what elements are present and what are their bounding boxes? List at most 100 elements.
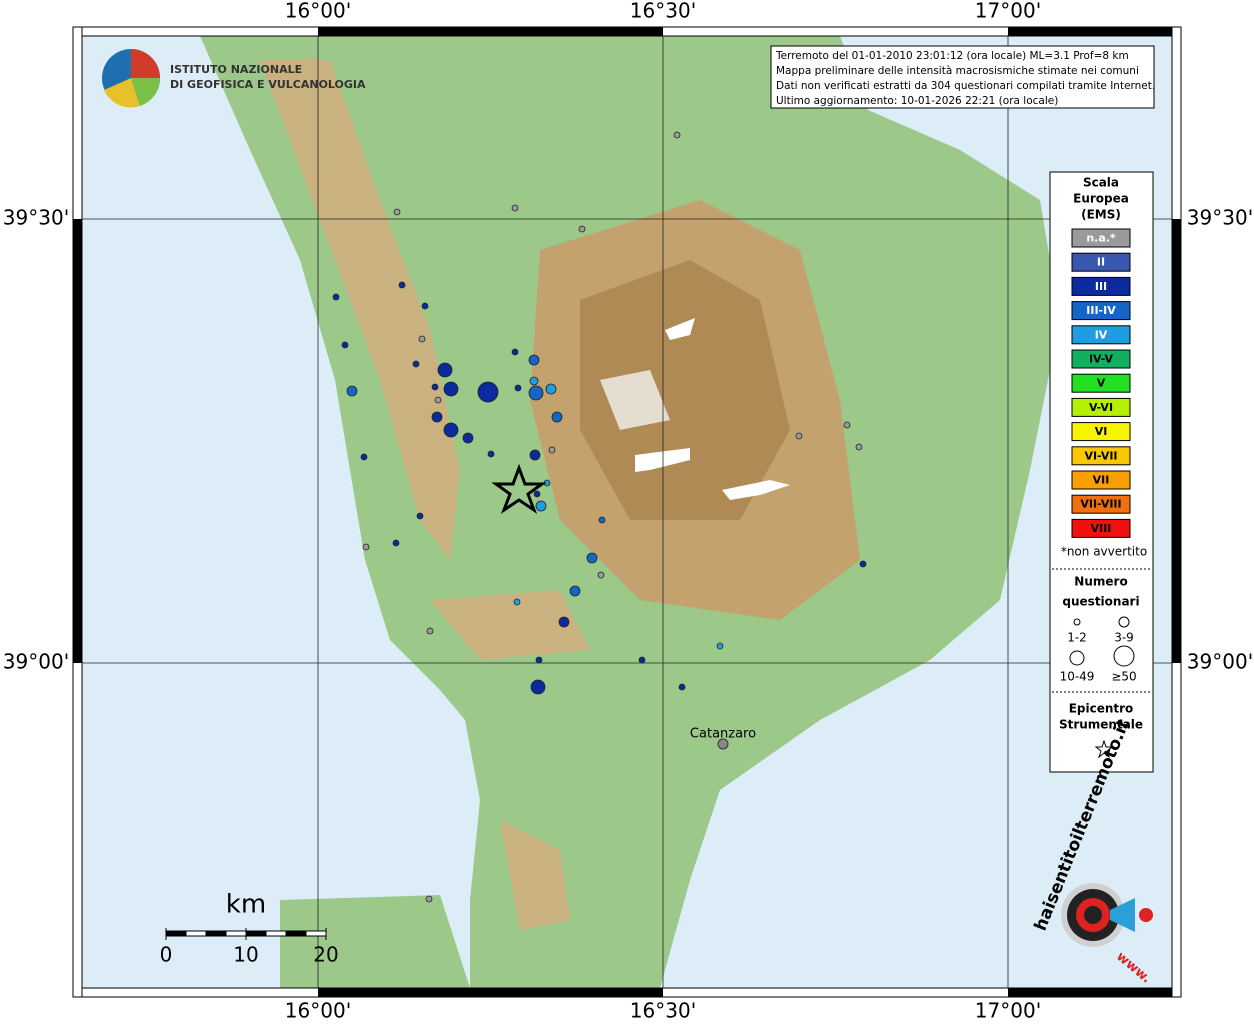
legend-swatch <box>1071 494 1131 514</box>
epicenter <box>491 463 547 514</box>
info-line: Ultimo aggiornamento: 10-01-2026 22:21 (… <box>776 95 1058 107</box>
legend-swatch <box>1071 301 1131 321</box>
city-marker <box>717 738 729 750</box>
graticule: 16°00' 16°00' 16°30' 16°30' 17°00' 17°00' 39°3… <box>3 0 1253 1023</box>
point <box>597 571 605 579</box>
ingv-logo: ISTITUTO NAZIONALE DI GEOFISICA E VULCAN… <box>102 49 366 108</box>
scale-bar: km 0 10 20 <box>160 890 339 967</box>
legend-label: IV-V <box>1089 353 1114 366</box>
legend-label: VII <box>1093 474 1110 487</box>
point <box>431 411 443 423</box>
point <box>431 383 439 391</box>
legend-label: n.a.* <box>1086 232 1116 245</box>
point <box>511 204 519 212</box>
point <box>545 383 557 395</box>
point <box>535 500 547 512</box>
city-label: Catanzaro <box>690 727 756 742</box>
point <box>416 512 424 520</box>
point <box>598 516 606 524</box>
point <box>638 656 646 664</box>
questionnaire-points <box>332 131 867 903</box>
point <box>346 385 358 397</box>
lon-label: 17°00' <box>975 999 1041 1023</box>
legend-label: II <box>1097 256 1105 269</box>
point <box>795 432 803 440</box>
legend-label: VII-VIII <box>1080 498 1121 511</box>
legend-label: VIII <box>1091 522 1112 535</box>
frame-seg <box>1172 219 1181 663</box>
point <box>511 348 519 356</box>
legend-swatch <box>1071 276 1131 296</box>
scale-segment <box>185 930 207 937</box>
point <box>859 560 867 568</box>
lon-label: 16°00' <box>285 999 351 1023</box>
point <box>678 683 686 691</box>
point <box>843 421 851 429</box>
point <box>558 616 570 628</box>
point <box>421 302 429 310</box>
point <box>332 293 340 301</box>
point <box>533 490 541 498</box>
lat-label: 39°00' <box>1187 650 1253 674</box>
count-label: ≥50 <box>1111 670 1136 684</box>
lon-label: 16°30' <box>630 999 696 1023</box>
point <box>529 376 539 386</box>
info-line: Dati non verificati estratti da 304 ques… <box>776 80 1155 92</box>
point <box>437 362 453 378</box>
legend-title: Europea <box>1073 192 1129 206</box>
point <box>426 627 434 635</box>
lon-label: 17°00' <box>975 0 1041 23</box>
legend-swatch <box>1071 422 1131 442</box>
legend-label: IV <box>1095 328 1108 341</box>
legend-swatch <box>1071 349 1131 369</box>
legend-note: *non avvertito <box>1061 545 1147 559</box>
legend-label: V-VI <box>1089 401 1113 414</box>
point <box>716 642 724 650</box>
point <box>341 341 349 349</box>
frame-seg <box>318 27 663 36</box>
legend-swatch <box>1071 397 1131 417</box>
point <box>673 131 681 139</box>
lon-label: 16°00' <box>285 0 351 23</box>
legend-swatch <box>1071 446 1131 466</box>
point <box>528 354 540 366</box>
info-box <box>770 45 1155 109</box>
legend-count-title: Numero <box>1074 575 1127 589</box>
legend-label: III-IV <box>1086 304 1116 317</box>
scale-segment <box>265 930 287 937</box>
point <box>569 585 581 597</box>
info-line: Terremoto del 01-01-2010 23:01:12 (ora l… <box>775 50 1129 62</box>
lon-label: 16°30' <box>630 0 696 23</box>
frame-seg <box>318 988 663 997</box>
point <box>434 396 442 404</box>
legend-title: (EMS) <box>1081 208 1121 222</box>
terrain <box>200 36 1060 988</box>
point <box>855 443 863 451</box>
scale-unit: km <box>226 890 266 920</box>
legend-title: Scala <box>1083 176 1119 190</box>
point <box>412 360 420 368</box>
point <box>443 422 459 438</box>
scale-label: 10 <box>233 943 258 967</box>
legend-count-title: questionari <box>1062 595 1139 609</box>
legend-label: VI-VII <box>1084 449 1117 462</box>
point <box>425 895 433 903</box>
count-label: 1-2 <box>1067 631 1087 645</box>
logo-text: DI GEOFISICA E VULCANOLOGIA <box>170 78 366 91</box>
point <box>551 411 563 423</box>
point <box>477 381 499 403</box>
legend-swatch <box>1071 518 1131 538</box>
legend: Scala Europea (EMS) *non avvertito Numer… <box>1049 171 1154 773</box>
point <box>462 432 474 444</box>
scale-segment <box>245 930 267 937</box>
scale-label: 20 <box>313 943 338 967</box>
frame-seg <box>73 219 82 663</box>
legend-label: V <box>1097 377 1106 390</box>
scale-segment <box>225 930 247 937</box>
point <box>393 208 401 216</box>
info-line: Mappa preliminare delle intensità macros… <box>776 65 1139 77</box>
scale-segment <box>165 930 187 937</box>
logo-text: ISTITUTO NAZIONALE <box>170 63 302 76</box>
